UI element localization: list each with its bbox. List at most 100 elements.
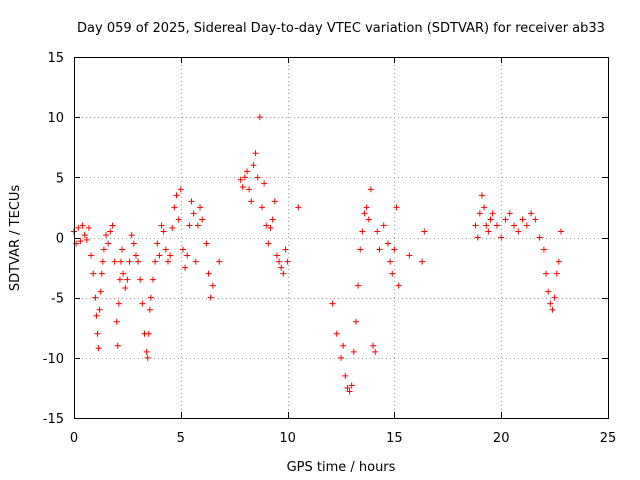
data-point	[150, 276, 157, 283]
data-point	[483, 222, 490, 229]
chart-title: Day 059 of 2025, Sidereal Day-to-day VTE…	[77, 21, 605, 36]
data-point	[205, 270, 212, 277]
data-point	[126, 258, 133, 265]
data-point	[391, 246, 398, 253]
data-point	[352, 318, 359, 325]
data-point	[395, 282, 402, 289]
data-point	[540, 246, 547, 253]
data-point	[177, 186, 184, 193]
data-point	[489, 210, 496, 217]
data-point	[128, 232, 135, 239]
data-point	[481, 204, 488, 211]
data-point	[545, 288, 552, 295]
data-point	[252, 150, 259, 157]
data-point	[338, 354, 344, 361]
data-point	[555, 258, 562, 265]
data-point	[103, 232, 110, 239]
data-point	[551, 294, 558, 301]
data-point	[276, 258, 283, 265]
data-point	[357, 246, 364, 253]
x-tick-label: 25	[600, 431, 617, 446]
data-point	[393, 204, 400, 211]
data-point	[478, 192, 485, 199]
data-point	[122, 285, 129, 292]
data-point	[85, 224, 92, 231]
data-point	[359, 228, 366, 235]
data-point	[167, 252, 174, 259]
data-point	[96, 306, 103, 313]
data-point	[350, 348, 357, 355]
data-point	[244, 168, 251, 175]
data-point	[515, 228, 522, 235]
data-point	[421, 228, 428, 235]
y-tick-label: -5	[51, 292, 64, 307]
data-point	[547, 300, 554, 307]
data-point	[374, 228, 381, 235]
data-point	[389, 270, 396, 277]
data-point	[519, 216, 526, 223]
data-point	[132, 252, 139, 259]
data-point	[137, 276, 144, 283]
data-point	[158, 222, 165, 229]
data-point	[472, 222, 479, 229]
data-point	[493, 222, 500, 229]
data-point	[498, 234, 505, 241]
data-point	[387, 258, 394, 265]
data-point	[342, 372, 349, 379]
x-tick-label: 0	[70, 431, 78, 446]
data-point	[116, 276, 123, 283]
data-point	[376, 246, 383, 253]
data-point	[109, 222, 116, 229]
data-point	[280, 270, 287, 277]
data-point	[117, 258, 124, 265]
data-point	[99, 258, 106, 265]
data-point	[184, 252, 191, 259]
data-point	[267, 224, 274, 231]
data-point	[511, 222, 518, 229]
data-point	[156, 252, 163, 259]
data-point	[528, 210, 535, 217]
data-point	[203, 240, 210, 247]
data-point	[152, 258, 159, 265]
data-point	[372, 348, 379, 355]
data-point	[97, 288, 104, 295]
data-point	[502, 216, 509, 223]
data-point	[258, 204, 265, 211]
data-point	[182, 264, 189, 271]
data-point	[77, 238, 84, 245]
data-point	[81, 232, 88, 239]
data-point	[88, 252, 95, 259]
y-tick-label: 15	[47, 51, 64, 66]
data-point	[282, 246, 289, 253]
data-point	[194, 222, 201, 229]
data-point	[111, 258, 118, 265]
data-point	[164, 258, 171, 265]
data-point	[175, 216, 182, 223]
data-point	[192, 258, 199, 265]
data-point	[173, 192, 180, 199]
data-point	[154, 240, 161, 247]
data-point	[209, 282, 216, 289]
data-point	[93, 312, 100, 319]
data-point	[98, 270, 105, 277]
data-point	[384, 240, 391, 247]
data-point	[278, 264, 285, 271]
data-point	[160, 228, 167, 235]
data-point	[107, 228, 114, 235]
data-point	[145, 330, 152, 337]
data-point	[199, 216, 206, 223]
data-point	[474, 234, 481, 241]
data-point	[92, 294, 99, 301]
data-point	[419, 258, 426, 265]
data-point	[380, 222, 387, 229]
data-point	[169, 224, 176, 231]
data-point	[197, 204, 204, 211]
data-point	[271, 198, 278, 205]
data-point	[216, 258, 223, 265]
data-point	[370, 342, 377, 349]
data-point	[365, 216, 372, 223]
data-point	[146, 306, 153, 313]
data-point	[476, 210, 483, 217]
data-point	[179, 246, 186, 253]
